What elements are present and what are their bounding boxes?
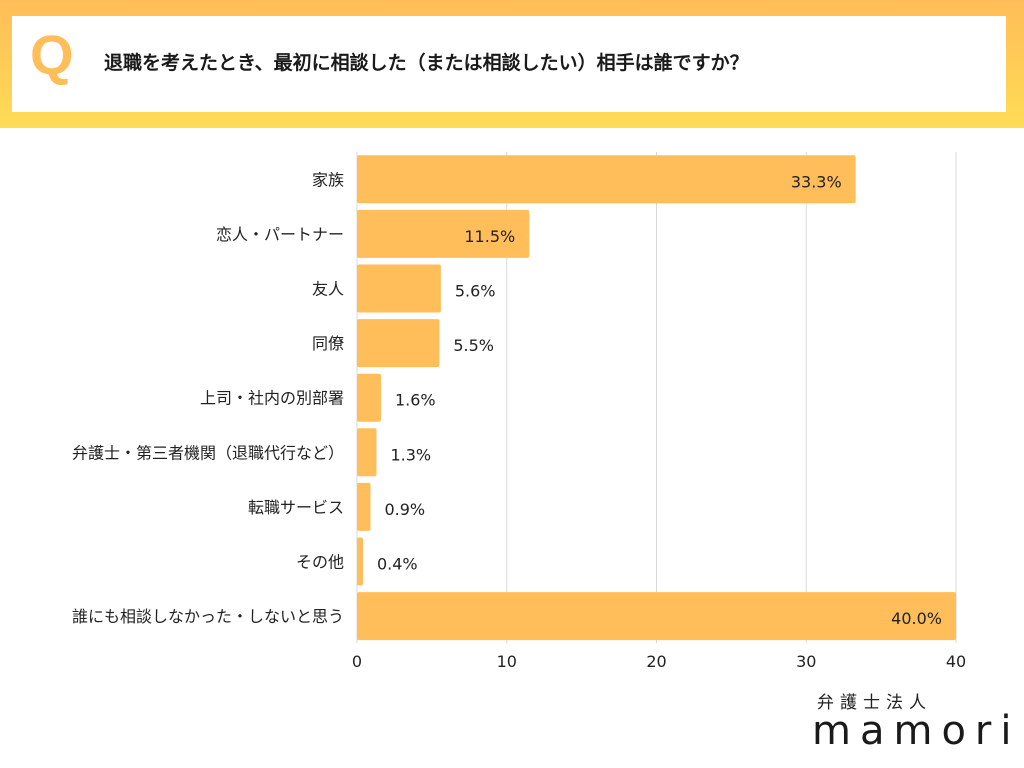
category-label: 転職サービス xyxy=(248,498,344,517)
data-label: 11.5% xyxy=(464,227,515,246)
data-label: 33.3% xyxy=(791,172,842,191)
category-label: 上司・社内の別部署 xyxy=(200,389,344,408)
data-label: 1.6% xyxy=(395,391,436,410)
x-tick-label: 40 xyxy=(946,652,966,671)
category-label: 弁護士・第三者機関（退職代行など） xyxy=(72,443,344,462)
question-text: 退職を考えたとき、最初に相談した（または相談したい）相手は誰ですか？ xyxy=(104,52,749,74)
data-label: 40.0% xyxy=(891,609,942,628)
category-label: 恋人・パートナー xyxy=(216,225,344,244)
question-box xyxy=(12,16,1006,112)
x-tick-label: 20 xyxy=(646,652,666,671)
category-label: その他 xyxy=(296,553,344,572)
bar xyxy=(357,373,381,422)
data-label: 5.6% xyxy=(455,282,496,301)
logo-subtitle: 弁護士法人 xyxy=(817,693,932,713)
q-mark: Q xyxy=(30,23,74,86)
data-label: 0.9% xyxy=(384,500,425,519)
category-label: 家族 xyxy=(312,170,344,189)
bar xyxy=(357,319,440,368)
bar xyxy=(357,264,441,313)
category-label: 友人 xyxy=(312,280,344,299)
category-label: 同僚 xyxy=(312,334,344,353)
data-label: 5.5% xyxy=(453,336,494,355)
bar xyxy=(357,428,377,477)
x-tick-label: 10 xyxy=(497,652,517,671)
bar xyxy=(357,592,956,641)
data-label: 1.3% xyxy=(390,445,431,464)
data-label: 0.4% xyxy=(377,555,418,574)
bar xyxy=(357,537,363,586)
category-label: 誰にも相談しなかった・しないと思う xyxy=(72,607,344,626)
x-tick-label: 30 xyxy=(796,652,816,671)
logo: mamori xyxy=(812,708,1021,754)
bar xyxy=(357,482,371,531)
x-tick-label: 0 xyxy=(352,652,362,671)
bar xyxy=(357,155,856,204)
bar xyxy=(357,209,530,258)
